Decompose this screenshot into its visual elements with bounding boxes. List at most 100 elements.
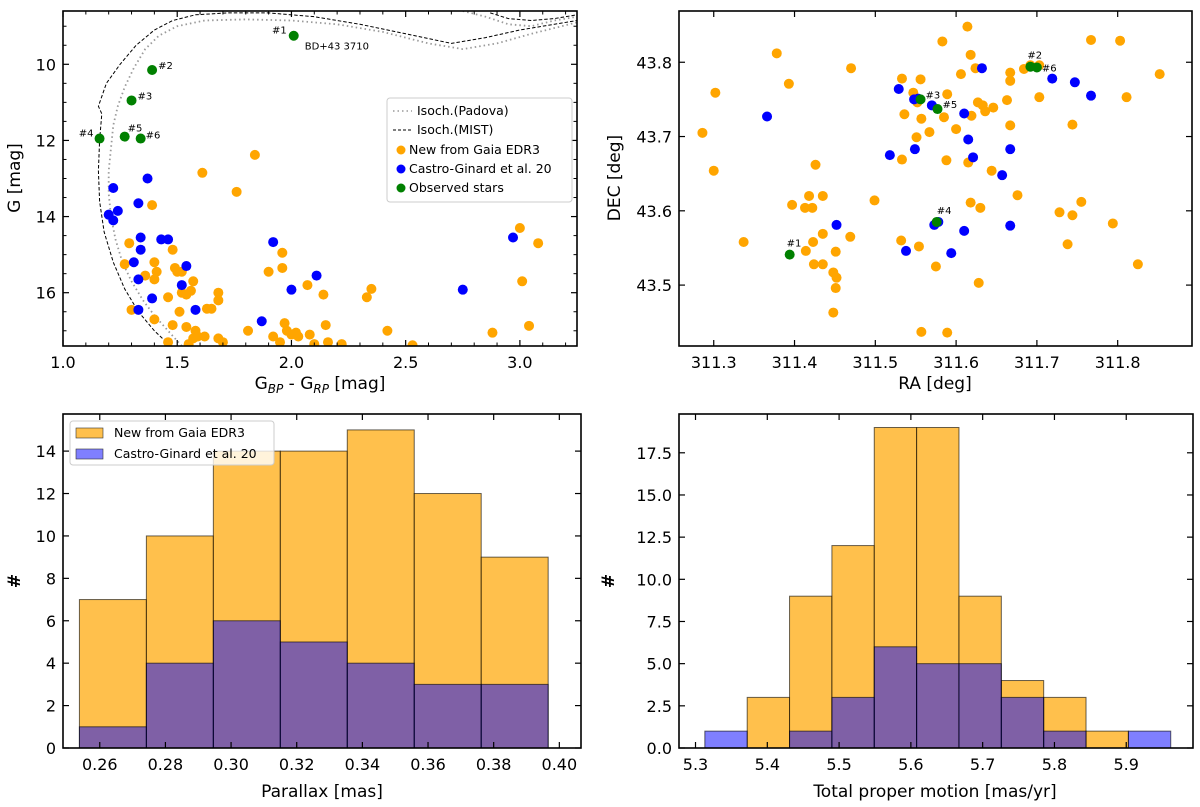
castro-ginard-et-al-20-point <box>133 274 144 285</box>
observed-stars-point <box>119 131 130 142</box>
castro-ginard-et-al-20-point <box>190 304 201 315</box>
castro-ginard-et-al-20-point <box>112 205 123 216</box>
castro-ginard-et-al-20-point <box>1069 77 1080 88</box>
new-from-gaia-edr3-point <box>738 237 749 248</box>
y-tick-label: 16 <box>36 284 56 303</box>
new-from-gaia-edr3-point <box>924 127 935 138</box>
castro-ginard-et-al-20-point <box>108 183 119 194</box>
new-from-gaia-edr3-point <box>524 320 535 331</box>
new-from-gaia-edr3-point <box>938 112 949 123</box>
castro-ginard-et-al-20-point <box>128 257 139 268</box>
new-from-gaia-edr3-point <box>899 109 910 120</box>
new-from-gaia-edr3-point <box>147 200 158 211</box>
new-from-gaia-edr3-point <box>986 165 997 176</box>
new-from-gaia-edr3-point <box>708 165 719 176</box>
castro-ginard-et-al-20-point <box>135 232 146 243</box>
new-from-gaia-edr3-point <box>249 149 260 160</box>
x-tick-label: 0.30 <box>213 755 249 774</box>
new-from-gaia-edr3-point <box>942 327 953 338</box>
legend-observed-label: Observed stars <box>409 180 504 195</box>
x-tick-label: 2.0 <box>279 353 304 372</box>
observed-stars-point <box>94 133 105 144</box>
castro-ginard-et-al-20-point <box>1086 90 1097 101</box>
new-from-gaia-edr3-point <box>126 304 137 315</box>
y-tick-label: 2.5 <box>647 697 672 716</box>
y-tick-label: 12 <box>36 131 56 150</box>
new-from-gaia-edr3-point <box>119 259 130 270</box>
new-from-gaia-edr3-point <box>277 262 288 273</box>
x-tick-label: 311.5 <box>852 353 898 372</box>
pm-bars <box>704 426 1172 749</box>
star-annotation: #4 <box>79 129 94 140</box>
y-tick-label: 0.0 <box>647 739 672 758</box>
new-from-gaia-edr3-point <box>231 186 242 197</box>
x-tick-label: 5.5 <box>826 755 851 774</box>
new-from-gaia-edr3-point <box>771 48 782 59</box>
new-from-gaia-edr3-point <box>149 257 160 268</box>
x-tick-label: 0.28 <box>148 755 184 774</box>
castro-ginard-et-al-20-point <box>311 270 322 281</box>
new-from-gaia-edr3-point <box>830 283 841 294</box>
new-from-gaia-edr3-point <box>304 329 315 340</box>
castro-ginard-et-al-20-point <box>1047 73 1058 84</box>
new-from-gaia-edr3-point <box>787 199 798 210</box>
observed-stars-point <box>1031 62 1042 73</box>
castro-ginard-et-al-20-point <box>108 215 119 226</box>
parallax-xlabel: Parallax [mas] <box>261 782 383 802</box>
y-tick-label: 7.5 <box>647 612 672 631</box>
x-tick-label: 5.6 <box>898 755 923 774</box>
x-tick-label: 5.3 <box>683 755 708 774</box>
pm-xlabel: Total proper motion [mas/yr] <box>812 782 1056 802</box>
new-from-gaia-edr3-point <box>361 292 372 303</box>
new-from-gaia-edr3-point <box>188 276 199 287</box>
new-from-gaia-edr3-point <box>951 124 962 135</box>
new-from-gaia-edr3-point <box>149 274 160 285</box>
new-from-gaia-edr3-point <box>911 132 922 143</box>
new-from-gaia-edr3-point <box>263 266 274 277</box>
new-from-gaia-edr3-point <box>975 202 986 213</box>
x-tick-label: 0.32 <box>279 755 315 774</box>
new-from-gaia-edr3-point <box>965 49 976 60</box>
parallax-ylabel: # <box>5 574 25 588</box>
new-from-gaia-edr3-bar <box>1085 730 1129 749</box>
y-tick-label: 14 <box>36 442 56 461</box>
observed-stars-point <box>147 65 158 76</box>
legend-castro-marker <box>396 164 406 174</box>
new-from-gaia-edr3-point <box>807 202 818 213</box>
new-from-gaia-edr3-point <box>916 326 927 337</box>
new-from-gaia-edr3-point <box>808 259 819 270</box>
star-annotation: #1 <box>272 26 287 37</box>
x-tick-label: 5.8 <box>1042 755 1067 774</box>
x-tick-label: 0.26 <box>82 755 118 774</box>
new-from-gaia-edr3-point <box>915 74 926 85</box>
legend-padova-label: Isoch.(Padova) <box>417 103 509 118</box>
new-from-gaia-edr3-point <box>213 295 224 306</box>
castro-ginard-et-al-20-bar <box>1000 696 1045 749</box>
new-from-gaia-edr3-point <box>896 73 907 84</box>
new-from-gaia-edr3-bar <box>746 696 791 749</box>
new-from-gaia-edr3-point <box>831 272 842 283</box>
new-from-gaia-edr3-point <box>275 337 286 346</box>
new-from-gaia-edr3-point <box>937 36 948 47</box>
x-tick-label: 5.9 <box>1114 755 1139 774</box>
star-annotation: #3 <box>138 91 153 102</box>
parallax-legend: New from Gaia EDR3 Castro-Ginard et al. … <box>69 420 275 466</box>
x-tick-label: 5.4 <box>755 755 780 774</box>
pm-frame <box>678 413 1194 749</box>
castro-ginard-et-al-20-point <box>968 152 979 163</box>
new-from-gaia-edr3-point <box>293 331 304 342</box>
x-tick-label: 311.6 <box>933 353 979 372</box>
cmd-panel: #1 BD+43 3710 #2 #3 #4 #5#6 1.0 1.5 2.0 2.5 3.0 10… <box>5 10 578 396</box>
new-from-gaia-edr3-point <box>533 238 544 249</box>
castro-ginard-et-al-20-bar <box>831 696 875 749</box>
castro-ginard-et-al-20-bar <box>1127 730 1172 749</box>
new-from-gaia-edr3-point <box>149 314 160 325</box>
new-from-gaia-edr3-point <box>213 287 224 298</box>
castro-ginard-et-al-20-point <box>181 261 192 272</box>
castro-ginard-et-al-20-bar <box>279 641 348 749</box>
castro-ginard-et-al-20-point <box>976 63 987 74</box>
castro-ginard-et-al-20-point <box>147 293 158 304</box>
new-from-gaia-edr3-point <box>124 238 135 249</box>
legend-observed-marker <box>396 183 406 193</box>
new-from-gaia-edr3-point <box>810 159 821 170</box>
